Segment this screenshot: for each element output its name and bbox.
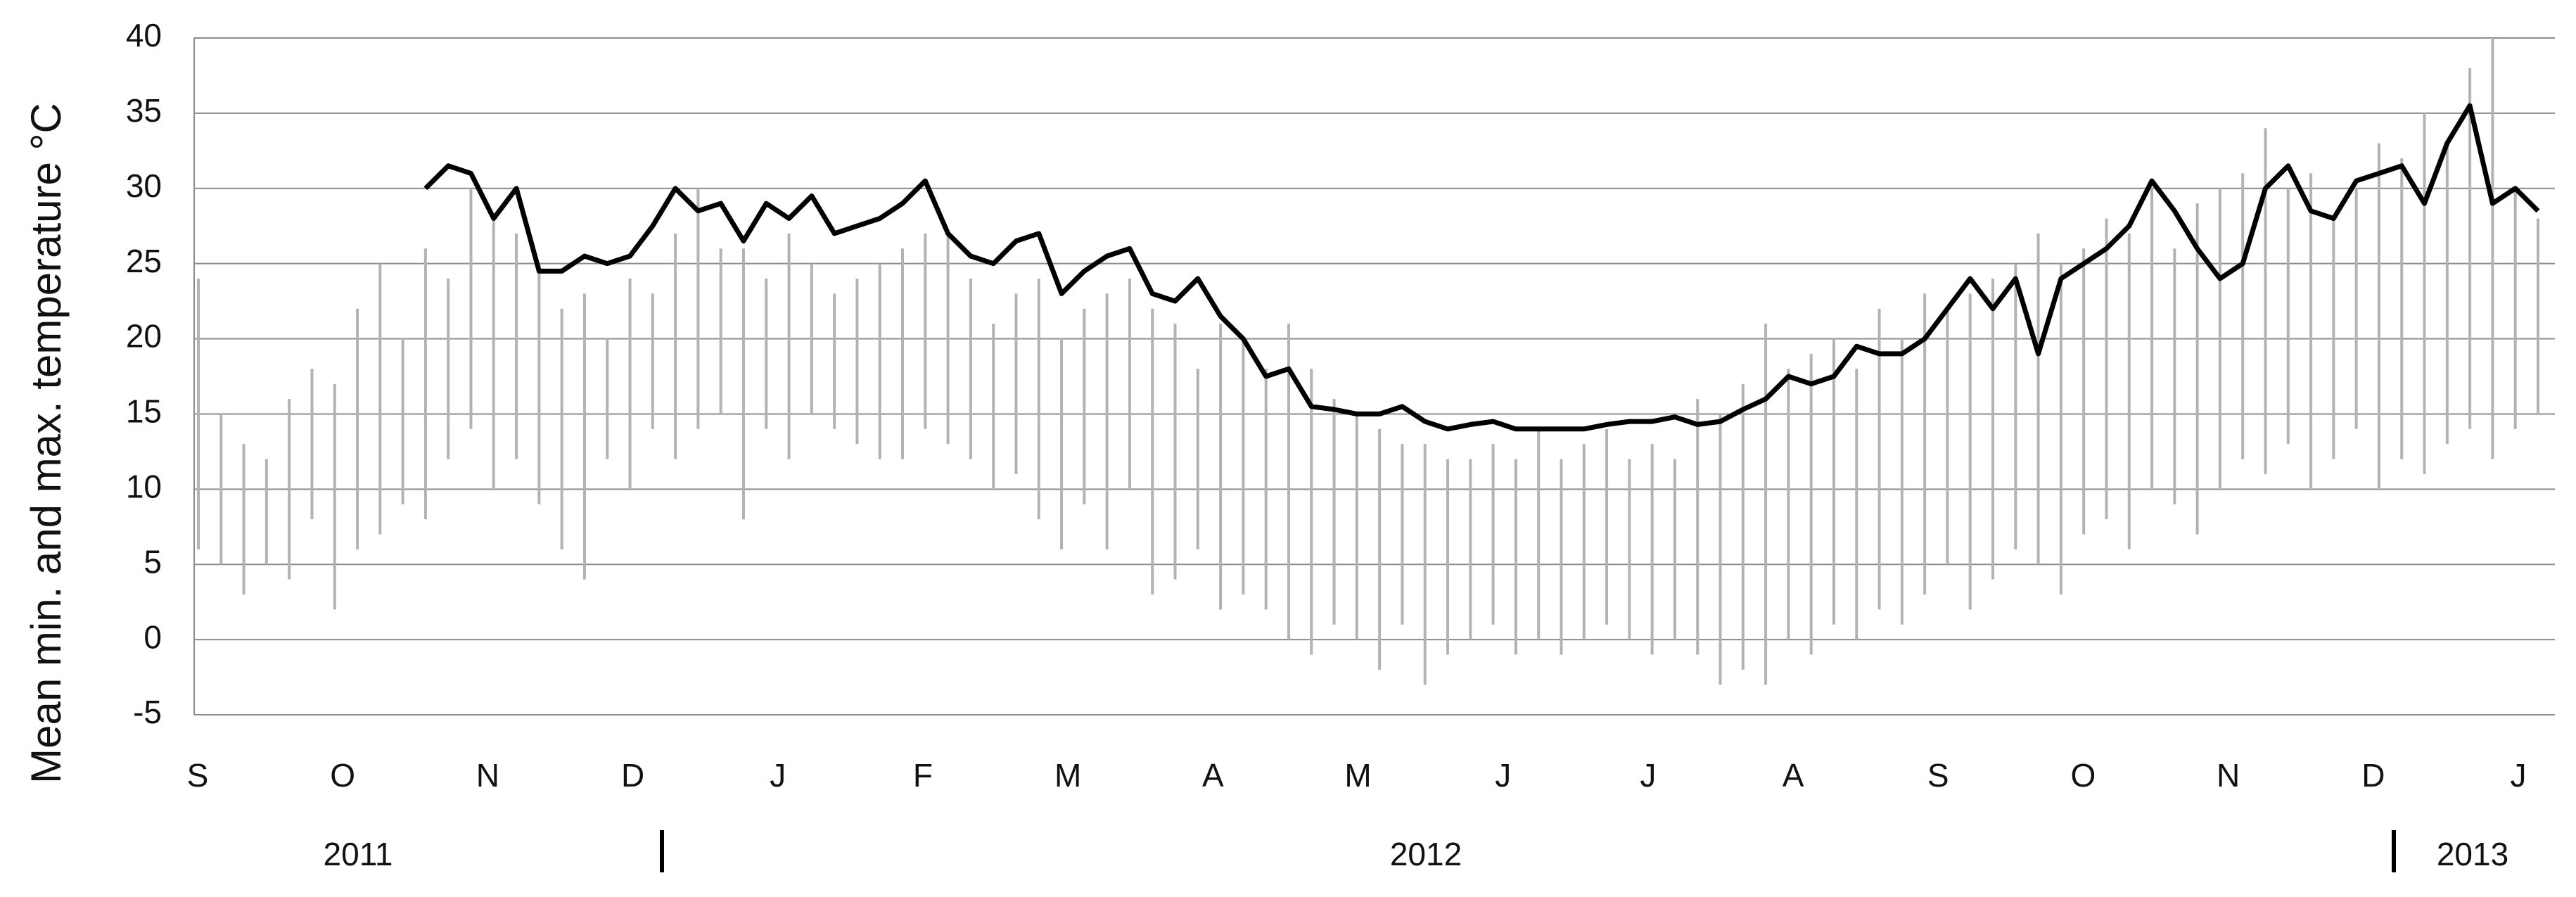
y-axis-title: Mean min. and max. temperature °C	[23, 103, 70, 784]
x-tick-label: J	[770, 757, 786, 794]
y-tick-label: 35	[126, 92, 162, 129]
x-tick-label: J	[2511, 757, 2527, 794]
x-tick-label: F	[913, 757, 933, 794]
x-tick-label: A	[1783, 757, 1804, 794]
year-label: 2011	[324, 836, 393, 872]
x-tick-label: M	[1054, 757, 1081, 794]
x-tick-label: S	[1927, 757, 1949, 794]
x-tick-label: O	[2071, 757, 2096, 794]
x-tick-label: D	[621, 757, 644, 794]
x-tick-label: J	[1640, 757, 1656, 794]
x-tick-label: S	[187, 757, 209, 794]
x-tick-label: N	[2217, 757, 2240, 794]
y-tick-label: 20	[126, 318, 162, 355]
y-tick-label: 40	[126, 17, 162, 53]
year-label: 2012	[1390, 836, 1462, 872]
y-tick-label: 5	[144, 543, 162, 580]
x-tick-label: D	[2361, 757, 2385, 794]
x-tick-label: J	[1495, 757, 1511, 794]
y-tick-label: 0	[144, 618, 162, 655]
x-tick-label: N	[476, 757, 499, 794]
y-tick-label: -5	[133, 694, 162, 730]
y-tick-label: 30	[126, 167, 162, 204]
year-label: 2013	[2437, 836, 2508, 872]
mean-line	[423, 103, 2540, 432]
y-tick-label: 15	[126, 393, 162, 430]
y-tick-label: 25	[126, 243, 162, 279]
y-tick-label: 10	[126, 468, 162, 504]
x-tick-label: O	[330, 757, 355, 794]
x-tick-label: A	[1202, 757, 1224, 794]
x-tick-label: M	[1344, 757, 1371, 794]
